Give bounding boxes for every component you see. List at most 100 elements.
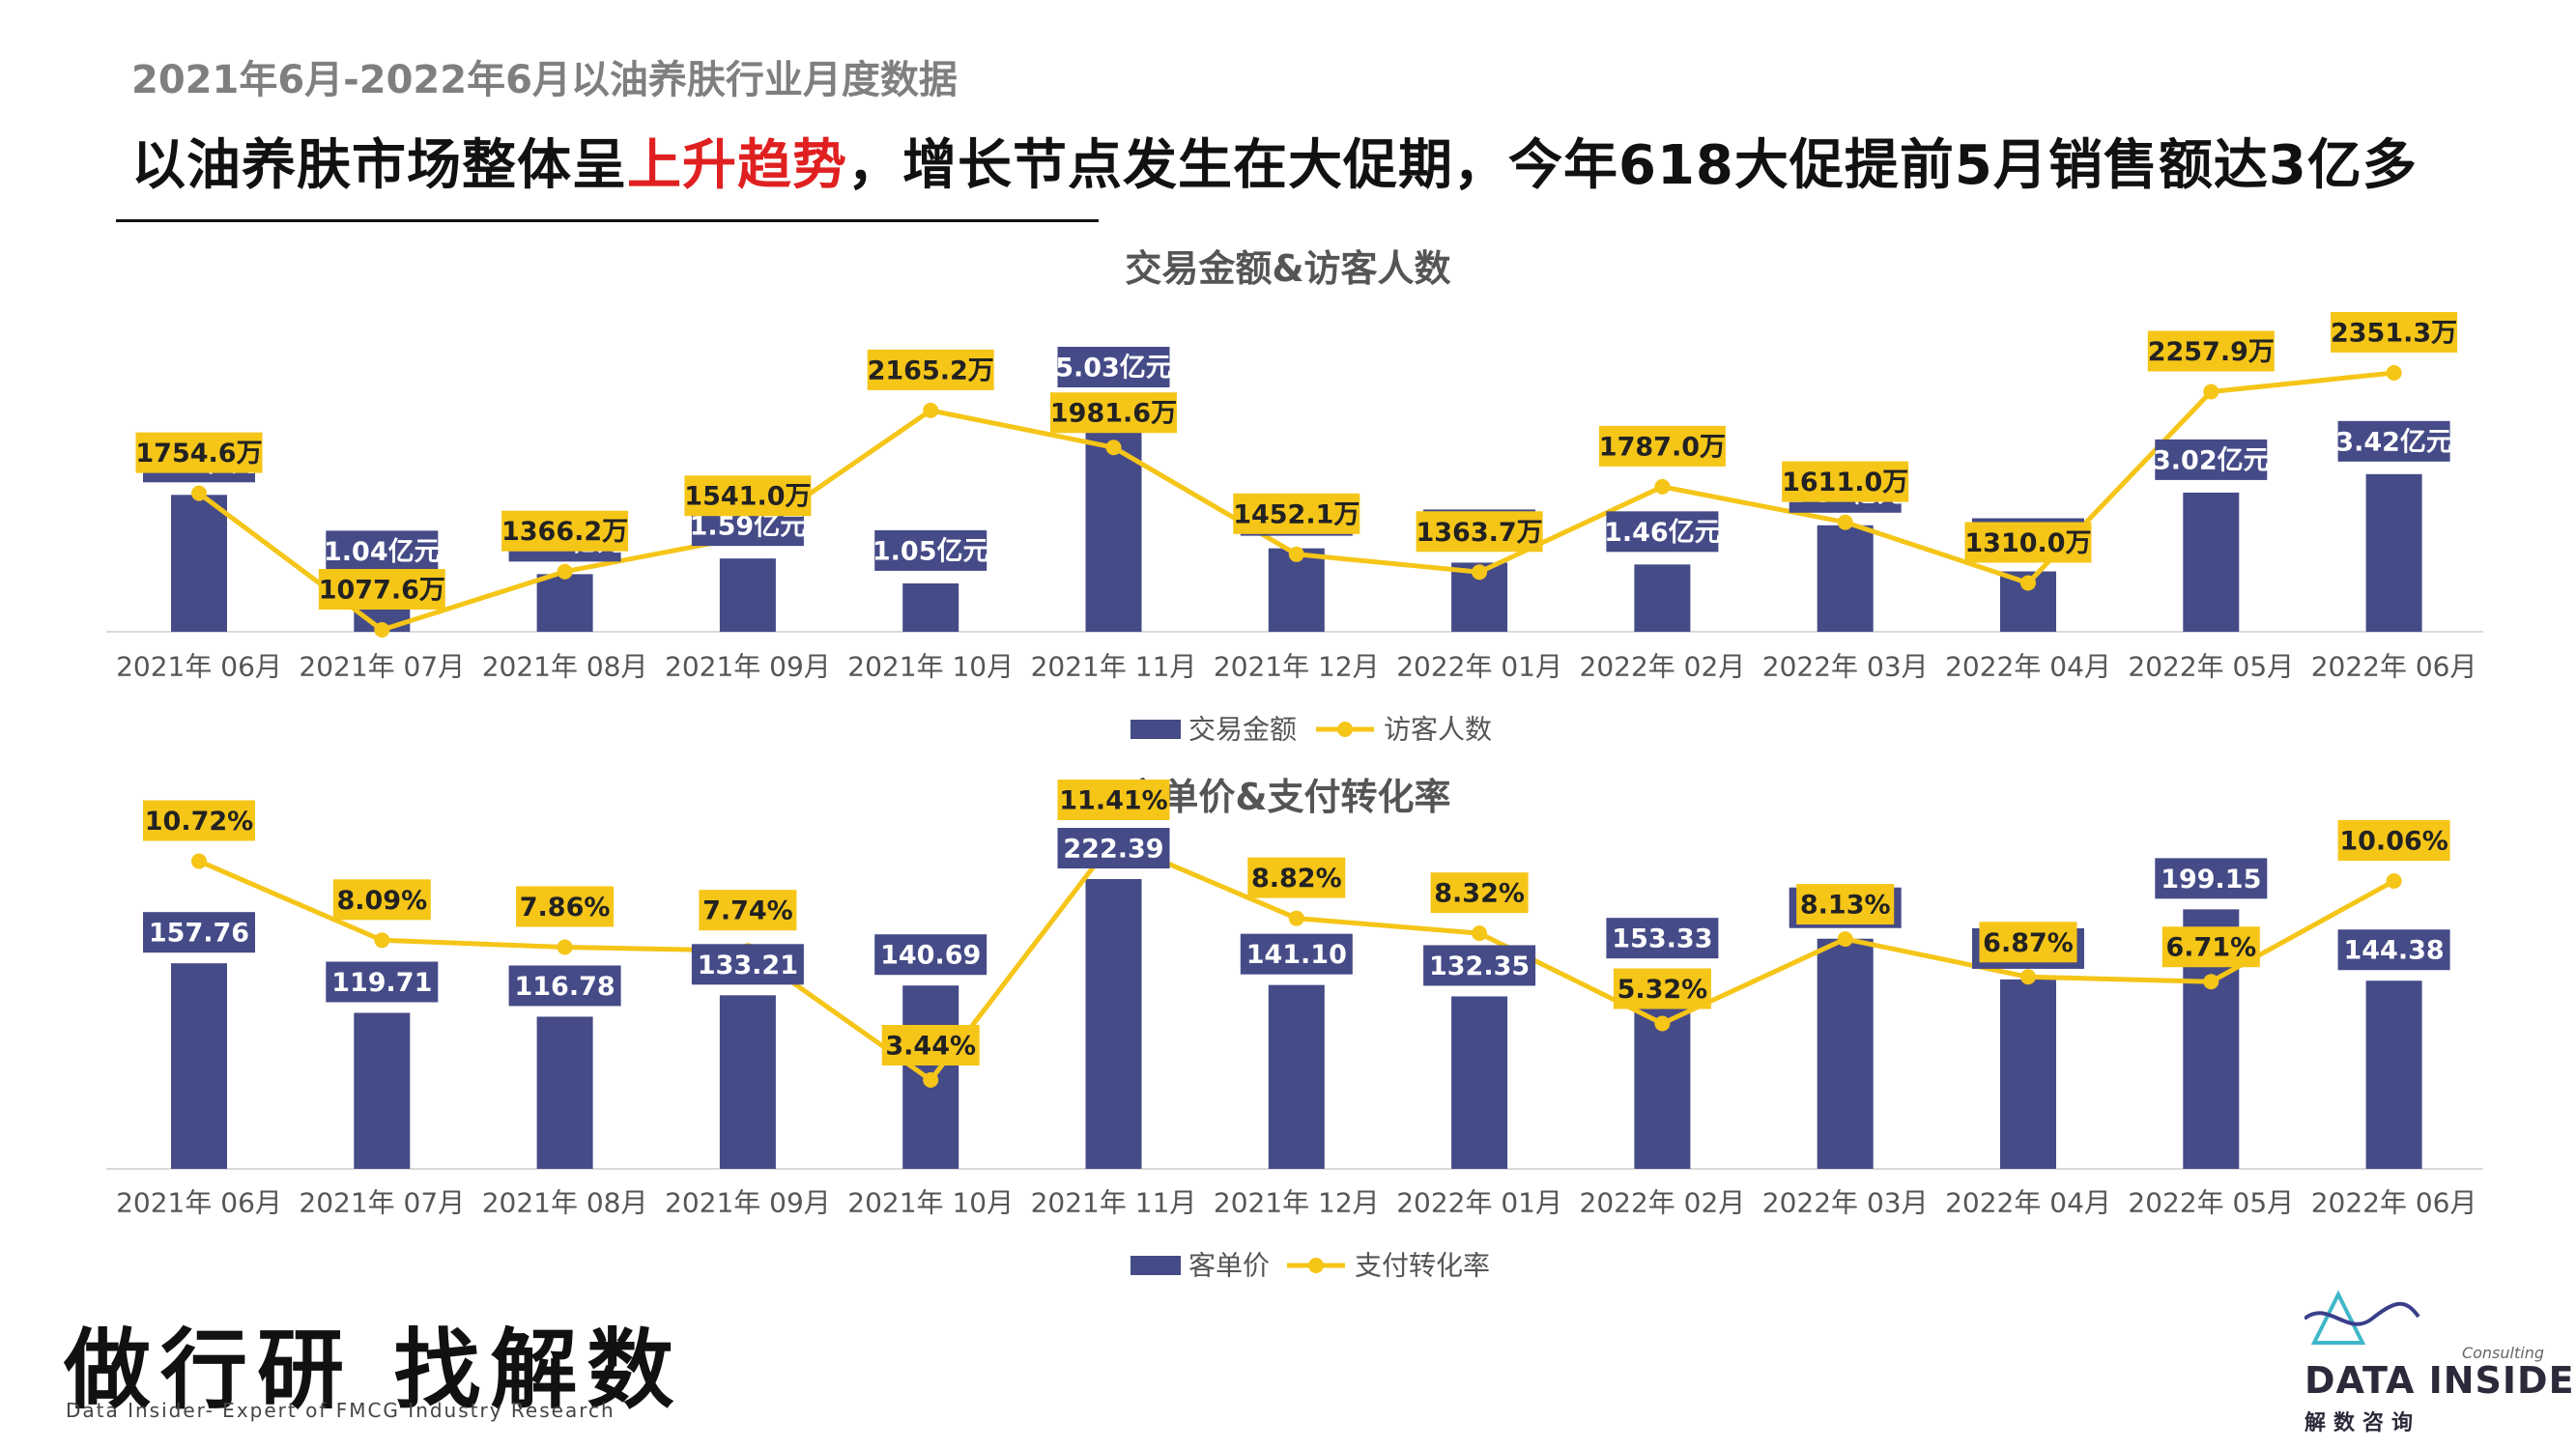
line-label-box xyxy=(881,1025,980,1065)
line-label-box xyxy=(1247,857,1346,898)
line-label-box xyxy=(332,879,431,921)
bar-label: 3.42亿元 xyxy=(2335,427,2452,457)
line-label-box xyxy=(699,890,797,931)
line-label: 1754.6万 xyxy=(135,439,262,469)
bar-label-box xyxy=(2337,420,2450,462)
bar-label-box xyxy=(874,934,987,976)
bar xyxy=(1085,879,1142,1169)
bar-label: 133.21 xyxy=(698,951,798,980)
line-label: 1366.2万 xyxy=(501,517,628,547)
line-label: 1310.0万 xyxy=(1964,528,2091,558)
bar-label: 1.59亿元 xyxy=(690,512,807,542)
x-tick-label: 2021年 12月 xyxy=(1214,651,1380,683)
chart-title: 交易金额&访客人数 xyxy=(1125,247,1450,290)
line-label-box xyxy=(135,432,263,473)
line-label: 1077.6万 xyxy=(319,576,445,606)
line-label-box xyxy=(1782,461,1909,502)
line-label: 8.32% xyxy=(1434,879,1525,909)
line-label: 2257.9万 xyxy=(2148,337,2275,367)
line-label: 11.41% xyxy=(1059,786,1167,816)
legend-bar-swatch xyxy=(1131,720,1181,739)
x-tick-label: 2022年 03月 xyxy=(1762,651,1929,683)
line-label-box xyxy=(1964,522,2092,563)
x-tick-label: 2021年 06月 xyxy=(116,651,282,683)
bar xyxy=(1817,938,1874,1169)
bar-label: 3.02亿元 xyxy=(2153,445,2270,475)
triangle-wave-icon xyxy=(2304,1290,2420,1345)
x-tick-label: 2022年 04月 xyxy=(1945,1187,2111,1219)
line-label: 1611.0万 xyxy=(1782,468,1908,497)
x-tick-label: 2022年 01月 xyxy=(1396,651,1562,683)
x-tick-label: 2021年 12月 xyxy=(1214,1187,1380,1219)
x-tick-label: 2021年 11月 xyxy=(1031,651,1197,683)
line-point xyxy=(2386,873,2402,890)
line-point xyxy=(1105,440,1122,456)
page-headline: 以油养肤市场整体呈上升趋势，增长节点发生在大促期，今年618大促提前5月销售额达… xyxy=(131,122,2418,200)
line-label-box xyxy=(684,475,812,517)
bar xyxy=(1817,525,1874,632)
line-point xyxy=(2203,974,2219,990)
line-label-box xyxy=(1416,511,1543,553)
bar xyxy=(536,574,593,632)
line-point xyxy=(2020,575,2036,591)
x-tick-label: 2022年 02月 xyxy=(1580,1187,1746,1219)
chart-title: 客单价&支付转化率 xyxy=(1125,776,1450,818)
bar xyxy=(1451,996,1508,1169)
line-label: 1787.0万 xyxy=(1599,432,1726,462)
bar xyxy=(719,995,776,1169)
line-point xyxy=(374,932,390,949)
legend-line-label: 支付转化率 xyxy=(1355,1250,1490,1282)
x-tick-label: 2021年 06月 xyxy=(116,1187,282,1219)
bar xyxy=(1268,984,1325,1169)
chart-gmv-visitors: 交易金额&访客人数2.97亿元1.04亿元1.25亿元1.59亿元1.05亿元5… xyxy=(0,232,2576,773)
line-point xyxy=(1288,910,1304,926)
bar-label-box xyxy=(874,529,987,571)
bar-label-box xyxy=(1606,918,1719,959)
line-label: 1363.7万 xyxy=(1416,518,1542,548)
legend-line-marker xyxy=(1337,722,1353,737)
brand-slogan: 做行研 找解数 xyxy=(64,1319,684,1421)
bar-label: 153.33 xyxy=(1612,924,1712,954)
bar-label: 5.03亿元 xyxy=(1055,354,1172,384)
headline-part-1: 以油养肤市场整体呈 xyxy=(131,134,627,197)
line-label-box xyxy=(2147,330,2275,372)
bar xyxy=(2183,492,2240,632)
x-tick-label: 2022年 01月 xyxy=(1396,1187,1562,1219)
line-label-box xyxy=(1613,968,1711,1009)
line-point xyxy=(191,485,207,501)
line-label-box xyxy=(2331,312,2458,353)
line-label: 8.13% xyxy=(1800,891,1891,921)
bar-label-box xyxy=(326,530,439,572)
bar-label-box xyxy=(1057,347,1170,387)
x-tick-label: 2022年 04月 xyxy=(1945,651,2111,683)
bar xyxy=(171,495,227,632)
line-label: 2165.2万 xyxy=(868,355,994,385)
line-point xyxy=(374,622,390,638)
x-tick-label: 2021年 09月 xyxy=(665,651,831,683)
line-label-box xyxy=(1430,872,1529,914)
bar xyxy=(536,1016,593,1169)
bar-label: 222.39 xyxy=(1063,835,1163,865)
x-tick-label: 2022年 06月 xyxy=(2311,1187,2477,1219)
line-label: 6.71% xyxy=(2165,933,2256,963)
line-label: 1981.6万 xyxy=(1050,399,1177,429)
line-point xyxy=(191,853,207,869)
bar xyxy=(1634,564,1691,632)
line-label-box xyxy=(867,349,994,390)
legend-bar-swatch xyxy=(1131,1256,1181,1275)
x-tick-label: 2021年 08月 xyxy=(482,651,648,683)
bar-label: 199.15 xyxy=(2161,865,2261,895)
bar-label-box xyxy=(326,961,439,1003)
bar xyxy=(354,1012,411,1169)
x-tick-label: 2021年 09月 xyxy=(665,1187,831,1219)
line-point xyxy=(923,1072,939,1088)
bar-label-box xyxy=(691,944,804,985)
bar-label-box xyxy=(1606,511,1719,553)
line-point xyxy=(1472,925,1488,942)
line-label-box xyxy=(2337,820,2450,862)
line-point xyxy=(1288,546,1304,562)
bar xyxy=(2365,980,2422,1169)
line-point xyxy=(923,402,939,418)
logo-name: DATA INSIDER xyxy=(2304,1359,2576,1402)
legend-line-label: 访客人数 xyxy=(1384,714,1492,746)
